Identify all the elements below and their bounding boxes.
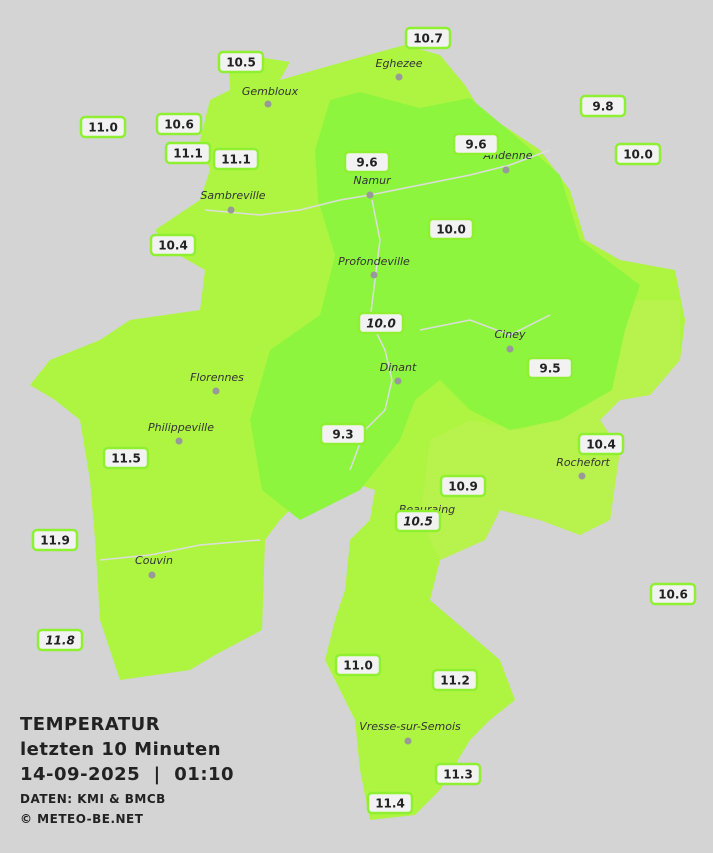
station-box: [217, 50, 265, 74]
station-value: 10.6: [164, 118, 194, 132]
station-value: 10.7: [413, 32, 443, 46]
town-label: Couvin: [135, 554, 173, 567]
station-box: [357, 311, 405, 335]
station-box: [164, 141, 212, 165]
station-value: 10.0: [366, 317, 396, 331]
station-value: 11.0: [343, 659, 373, 673]
town-label: Florennes: [190, 371, 244, 384]
station-value: 9.8: [592, 100, 613, 114]
station-value: 10.4: [586, 438, 616, 452]
town-dot: [506, 345, 514, 353]
station-box: [149, 233, 197, 257]
station-box: [579, 94, 627, 118]
town-dot: [578, 472, 586, 480]
town-dot: [227, 206, 235, 214]
station-value: 10.6: [658, 588, 688, 602]
town-label: Philippeville: [148, 421, 214, 434]
town-dot: [394, 377, 402, 385]
station-box: [31, 528, 79, 552]
station-value: 9.5: [539, 362, 560, 376]
town-dot: [370, 271, 378, 279]
station-box: [155, 112, 203, 136]
station-value: 10.5: [226, 56, 256, 70]
town-dot: [404, 737, 412, 745]
station-box: [334, 653, 382, 677]
station-box: [36, 628, 84, 652]
town-label: Eghezee: [376, 57, 423, 70]
timestamp: 14-09-2025 | 01:10: [20, 764, 234, 785]
station-box: [452, 132, 500, 156]
station-value: 11.5: [111, 452, 141, 466]
town-dot: [148, 571, 156, 579]
station-value: 11.9: [40, 534, 70, 548]
source: DATEN: KMI & BMCB: [20, 792, 166, 806]
station-value: 11.1: [221, 153, 251, 167]
station-box: [404, 26, 452, 50]
station-box: [394, 509, 442, 533]
station-box: [434, 762, 482, 786]
station-box: [319, 422, 367, 446]
station-box: [343, 150, 391, 174]
town-dot: [366, 191, 374, 199]
station-box: [102, 446, 150, 470]
station-value: 9.3: [332, 428, 353, 442]
station-box: [577, 432, 625, 456]
town-label: Vresse-sur-Semois: [359, 720, 461, 733]
station-box: [614, 142, 662, 166]
station-box: [439, 474, 487, 498]
station-value: 11.8: [45, 634, 75, 648]
town-label: Dinant: [380, 361, 417, 374]
town-label: Namur: [353, 174, 392, 187]
station-value: 11.1: [173, 147, 203, 161]
station-box: [79, 115, 127, 139]
town-dot: [175, 437, 183, 445]
station-value: 10.0: [436, 223, 466, 237]
station-box: [526, 356, 574, 380]
station-box: [427, 217, 475, 241]
town-label: Sambreville: [200, 189, 265, 202]
station-value: 11.4: [375, 797, 405, 811]
subtitle: letzten 10 Minuten: [20, 739, 221, 760]
station-value: 11.2: [440, 674, 470, 688]
town-dot: [264, 100, 272, 108]
town-label: Ciney: [495, 328, 526, 341]
town-dot: [395, 73, 403, 81]
station-box: [431, 668, 479, 692]
station-value: 10.5: [403, 515, 433, 529]
station-box: [649, 582, 697, 606]
station-box: [212, 147, 260, 171]
station-value: 11.3: [443, 768, 473, 782]
town-dot: [502, 166, 510, 174]
station-value: 10.9: [448, 480, 478, 494]
station-value: 9.6: [356, 156, 377, 170]
station-value: 9.6: [465, 138, 486, 152]
station-value: 10.4: [158, 239, 188, 253]
credit: © METEO-BE.NET: [20, 812, 144, 826]
town-dot: [212, 387, 220, 395]
station-value: 11.0: [88, 121, 118, 135]
town-label: Rochefort: [556, 456, 610, 469]
map-title: TEMPERATUR: [20, 714, 160, 735]
town-label: Gembloux: [242, 85, 299, 98]
town-label: Profondeville: [338, 255, 410, 268]
station-box: [366, 791, 414, 815]
station-value: 10.0: [623, 148, 653, 162]
